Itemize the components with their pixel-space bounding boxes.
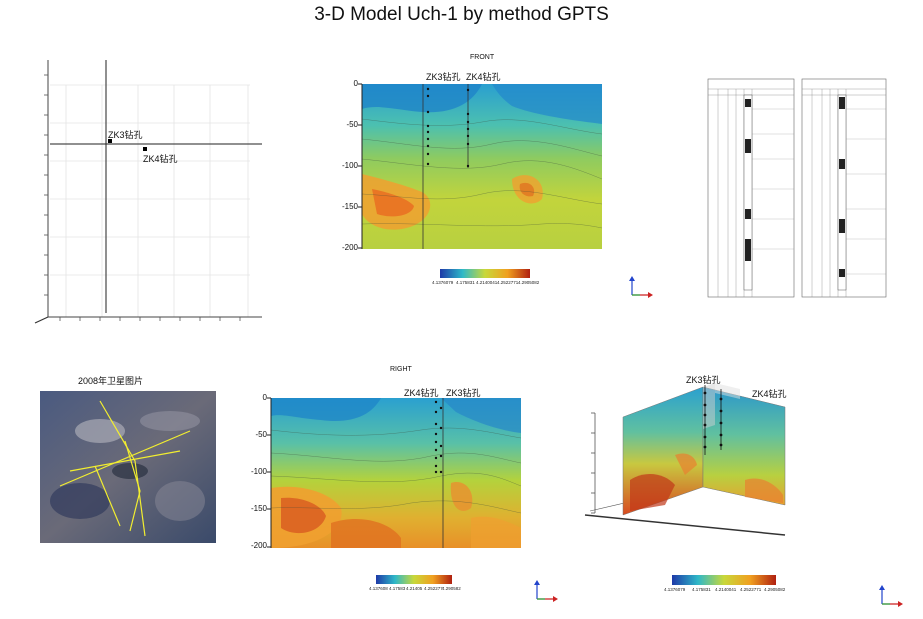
front-ytick-3: -150 xyxy=(341,202,358,211)
right-ytick-0: 0 xyxy=(262,393,267,402)
plan-label-zk4: ZK4钻孔 xyxy=(143,154,178,164)
front-ytick-4: -200 xyxy=(341,243,358,252)
axis-triad-icon xyxy=(534,580,558,602)
front-colorbar xyxy=(440,269,530,278)
plan-label-zk3: ZK3钻孔 xyxy=(108,130,143,140)
3d-cbar-tick-0: 4.1376079 xyxy=(664,587,686,592)
right-label-zk3: ZK3钻孔 xyxy=(446,388,481,398)
front-ytick-0: 0 xyxy=(353,79,358,88)
right-cbar-tick-1: 4.17583 xyxy=(389,586,406,591)
3d-colorbar xyxy=(672,575,776,585)
3d-label-zk4: ZK4钻孔 xyxy=(752,389,787,399)
3d-cbar-tick-1: 4.175831 xyxy=(692,587,711,592)
right-ytick-4: -200 xyxy=(250,541,267,550)
front-section-plot xyxy=(358,83,603,249)
3d-cbar-tick-2: 4.2140041 xyxy=(715,587,737,592)
front-ytick-2: -100 xyxy=(341,161,358,170)
right-cbar-tick-4: 4.290582 xyxy=(442,586,461,591)
well-marker-zk4 xyxy=(143,147,147,151)
front-label-zk3: ZK3钻孔 xyxy=(426,72,461,82)
front-cbar-tick-4: 4.2905082 xyxy=(518,280,540,285)
right-label-zk4: ZK4钻孔 xyxy=(404,388,439,398)
well-log-strips xyxy=(707,78,887,298)
front-cbar-tick-1: 4.175831 xyxy=(456,280,475,285)
3d-label-zk3: ZK3钻孔 xyxy=(686,375,721,385)
right-title: RIGHT xyxy=(390,366,412,373)
right-colorbar xyxy=(376,575,452,584)
3d-model-view xyxy=(584,383,786,536)
page-title: 3-D Model Uch-1 by method GPTS xyxy=(314,4,609,25)
front-title: FRONT xyxy=(470,54,495,61)
satellite-caption: 2008年卫星图片 xyxy=(78,376,144,386)
3d-cbar-tick-4: 4.2905082 xyxy=(764,587,786,592)
right-cbar-tick-0: 4.137608 xyxy=(369,586,388,591)
axis-triad-icon xyxy=(879,585,903,607)
right-ytick-1: -50 xyxy=(255,430,267,439)
satellite-image xyxy=(40,391,216,543)
3d-cbar-tick-3: 4.2522771 xyxy=(740,587,762,592)
front-cbar-tick-2: 4.2140041 xyxy=(476,280,498,285)
right-cbar-tick-2: 4.21405 xyxy=(406,586,423,591)
well-marker-zk3 xyxy=(108,139,112,143)
axis-triad-icon xyxy=(629,276,653,298)
right-cbar-tick-3: 4.252277 xyxy=(424,586,443,591)
right-ytick-3: -150 xyxy=(250,504,267,513)
front-cbar-tick-3: 4.2522771 xyxy=(497,280,519,285)
front-cbar-tick-0: 4.1376079 xyxy=(432,280,454,285)
right-section-plot xyxy=(267,397,522,548)
front-label-zk4: ZK4钻孔 xyxy=(466,72,501,82)
right-ytick-2: -100 xyxy=(250,467,267,476)
plan-map xyxy=(34,60,262,324)
front-ytick-1: -50 xyxy=(346,120,358,129)
